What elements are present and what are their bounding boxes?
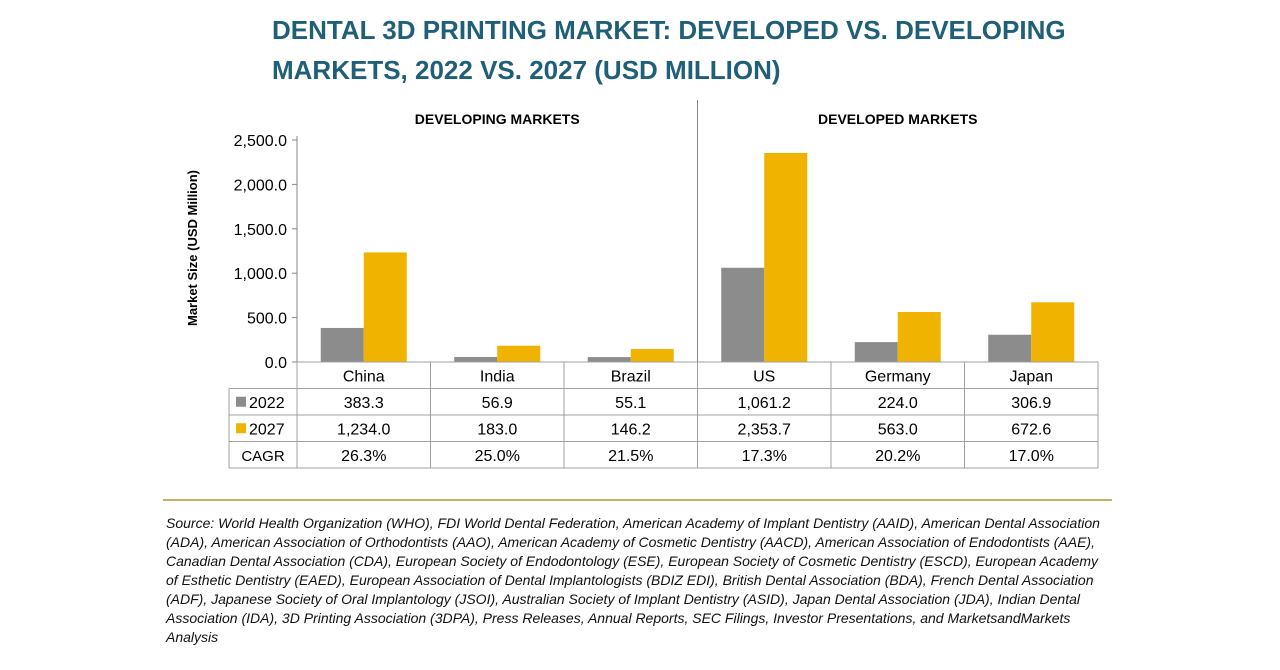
data-label: 183.0 (477, 421, 517, 438)
bar-2027-india (497, 345, 541, 362)
bar-2022-germany (854, 342, 898, 362)
legend-label: 2022 (249, 395, 285, 412)
cagr-label: 25.0% (475, 448, 520, 465)
category-label: Brazil (611, 369, 651, 386)
bar-2022-china (320, 327, 364, 362)
group-label: DEVELOPING MARKETS (415, 111, 580, 127)
bar-2022-us (721, 267, 765, 362)
legend-swatch-2022 (236, 396, 246, 407)
legend-label: 2027 (249, 421, 285, 438)
chart-title: DENTAL 3D PRINTING MARKET: DEVELOPED VS.… (272, 10, 1172, 90)
chart-title-line-2: MARKETS, 2022 VS. 2027 (USD MILLION) (272, 55, 781, 85)
group-label: DEVELOPED MARKETS (818, 111, 977, 127)
bar-2027-germany (897, 312, 941, 362)
bar-2027-brazil (630, 349, 674, 362)
legend-swatch-2027 (236, 423, 246, 434)
y-tick-label: 1,500.0 (234, 222, 287, 239)
bar-2027-japan (1031, 302, 1075, 362)
cagr-label: 17.3% (742, 448, 787, 465)
y-tick-label: 500.0 (247, 311, 287, 328)
y-tick-label: 2,000.0 (234, 177, 287, 194)
y-tick-label: 1,000.0 (234, 266, 287, 283)
category-label: Japan (1009, 369, 1053, 386)
chart-title-line-1: DENTAL 3D PRINTING MARKET: DEVELOPED VS.… (272, 15, 1066, 45)
data-label: 1,061.2 (738, 395, 791, 412)
bar-2022-brazil (587, 357, 631, 362)
y-axis-title: Market Size (USD Million) (185, 170, 200, 326)
data-label: 383.3 (344, 395, 384, 412)
y-tick-label: 0.0 (265, 355, 287, 372)
cagr-label: 21.5% (608, 448, 653, 465)
data-label: 1,234.0 (337, 421, 390, 438)
data-label: 2,353.7 (738, 421, 791, 438)
data-label: 56.9 (482, 395, 513, 412)
data-label: 306.9 (1011, 395, 1051, 412)
data-label: 146.2 (611, 421, 651, 438)
category-label: US (753, 369, 775, 386)
cagr-label: 26.3% (341, 448, 386, 465)
bar-2027-us (764, 152, 808, 362)
data-label: 224.0 (878, 395, 918, 412)
source-note: Source: World Health Organization (WHO),… (166, 515, 1100, 645)
bar-2022-japan (988, 334, 1032, 362)
category-label: India (480, 369, 515, 386)
bar-2022-india (454, 356, 498, 362)
cagr-label: 20.2% (875, 448, 920, 465)
data-label: 672.6 (1011, 421, 1051, 438)
table-row-label: CAGR (241, 448, 285, 465)
bar-2027-china (363, 252, 407, 362)
data-label: 55.1 (615, 395, 646, 412)
data-label: 563.0 (878, 421, 918, 438)
category-label: Germany (865, 369, 931, 386)
category-label: China (343, 369, 385, 386)
cagr-label: 17.0% (1009, 448, 1054, 465)
y-tick-label: 2,500.0 (234, 133, 287, 150)
